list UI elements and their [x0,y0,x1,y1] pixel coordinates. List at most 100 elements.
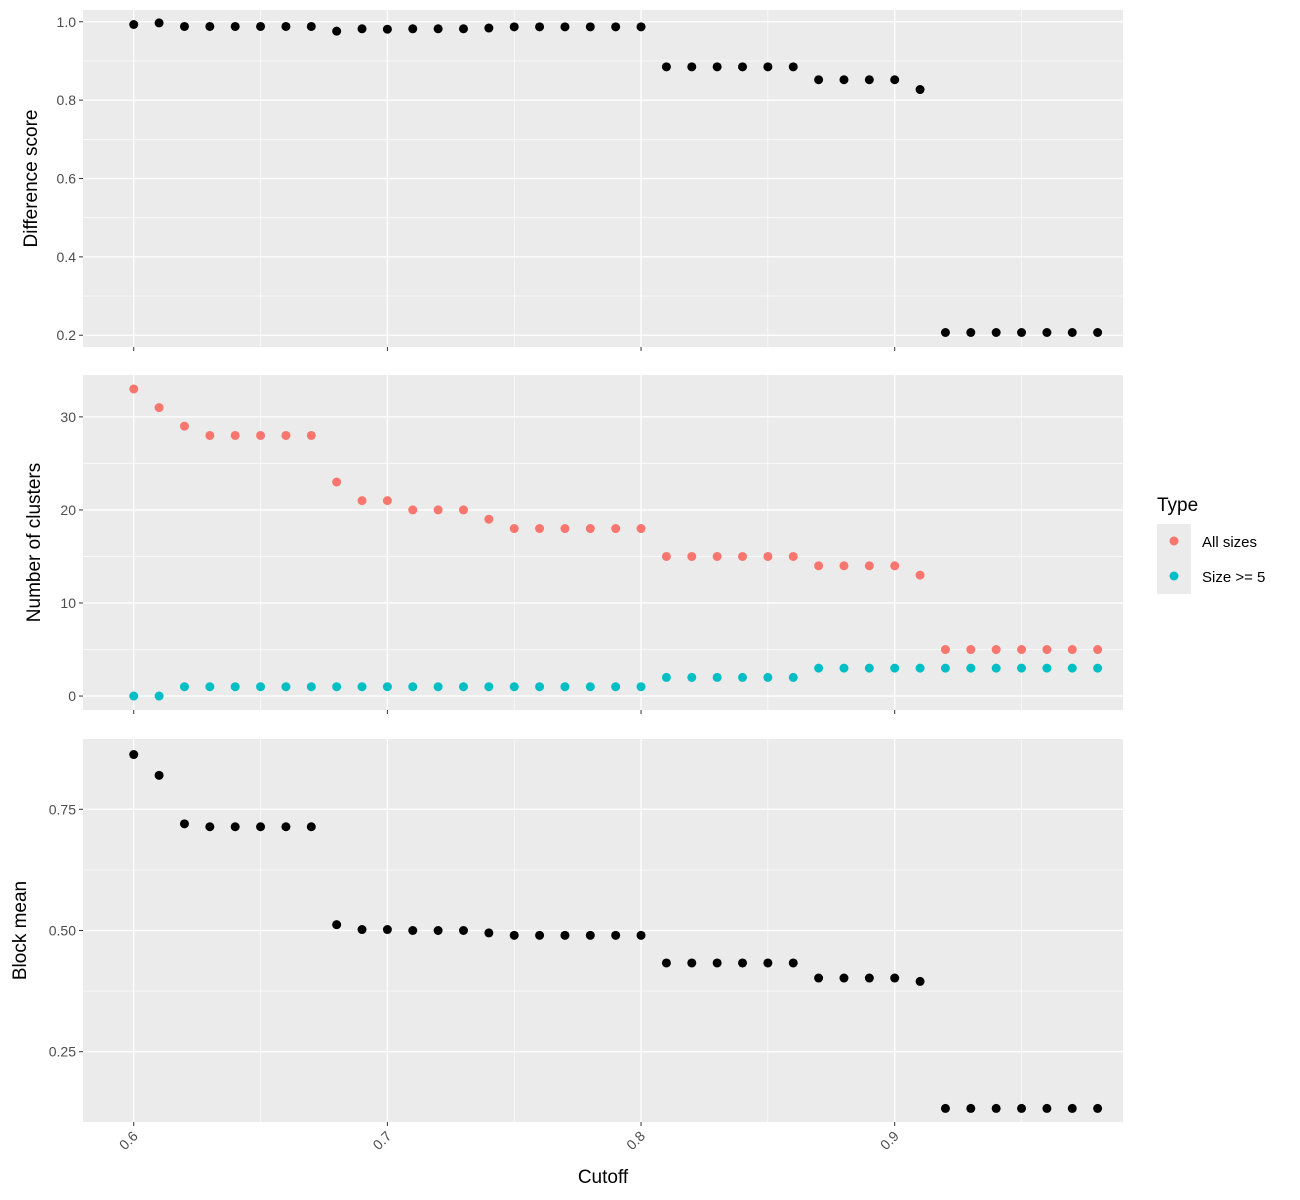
data-point [839,75,849,85]
data-point [585,22,595,32]
data-point [408,682,418,692]
legend-key-size-ge-5 [1169,571,1179,581]
data-point [433,24,443,34]
data-point [636,524,646,534]
data-point [763,551,773,561]
data-point [357,24,367,34]
y-tick-label: 20 [60,502,76,518]
data-point [687,62,697,72]
data-point [763,672,773,682]
data-point [864,973,874,983]
data-point [332,477,342,487]
x-tick-label: 0.7 [369,1128,394,1153]
data-point [864,663,874,673]
legend-title: Type [1157,495,1198,516]
data-point [611,22,621,32]
data-point [763,958,773,968]
data-point [332,682,342,692]
data-point [1093,328,1103,338]
panel-number-of-clusters: 0 10 20 30 Number of clusters [24,375,1123,714]
data-point [230,21,240,31]
data-point [484,514,494,524]
data-point [306,822,316,832]
y-tick-label: 0.6 [57,171,77,187]
data-point [661,958,671,968]
data-point [129,384,139,394]
data-point [864,561,874,571]
data-point [205,430,215,440]
data-point [509,22,519,32]
data-point [712,551,722,561]
data-point [611,682,621,692]
data-point [1067,328,1077,338]
data-point [154,403,164,413]
data-point [306,682,316,692]
data-point [966,1103,976,1113]
y-tick-label: 1.0 [57,14,77,30]
data-point [661,62,671,72]
data-point [458,24,468,34]
panels: 0.2 0.4 0.6 0.8 1.0 Difference score 0 10 20 30 Nu… [10,10,1123,1126]
data-point [915,570,925,580]
data-point [788,958,798,968]
data-point [712,62,722,72]
data-point [1042,1103,1052,1113]
data-point [890,663,900,673]
data-point [839,663,849,673]
panel-block-mean: 0.25 0.50 0.75 Block mean [10,739,1123,1126]
data-point [738,958,748,968]
data-point [306,430,316,440]
data-point [382,496,392,506]
data-point [585,930,595,940]
data-point [661,672,671,682]
y-tick-label: 0.2 [57,327,77,343]
data-point [1067,645,1077,655]
data-point [382,682,392,692]
legend-label-all-sizes: All sizes [1202,534,1257,551]
data-point [535,524,545,534]
data-point [205,682,215,692]
data-point [382,925,392,935]
data-point [1093,663,1103,673]
data-point [230,822,240,832]
data-point [839,561,849,571]
y-tick-label: 10 [60,595,76,611]
data-point [915,976,925,986]
panel-difference-score: 0.2 0.4 0.6 0.8 1.0 Difference score [21,10,1123,351]
y-axis-title-difference-score: Difference score [21,110,42,248]
data-point [509,930,519,940]
data-point [458,682,468,692]
data-point [179,21,189,31]
data-point [484,928,494,938]
data-point [230,682,240,692]
data-point [991,645,1001,655]
data-point [788,672,798,682]
data-point [814,75,824,85]
y-tick-label: 0 [68,688,76,704]
data-point [306,21,316,31]
data-point [915,85,925,95]
data-point [509,682,519,692]
data-point [484,23,494,33]
x-axis-title: Cutoff [578,1167,629,1188]
data-point [991,1103,1001,1113]
data-point [712,958,722,968]
data-point [915,663,925,673]
y-tick-label: 0.50 [49,923,76,939]
data-point [585,524,595,534]
data-point [1042,328,1052,338]
data-point [890,75,900,85]
data-point [382,24,392,34]
y-tick-label: 0.8 [57,92,77,108]
data-point [940,663,950,673]
data-point [484,682,494,692]
data-point [966,645,976,655]
data-point [560,930,570,940]
data-point [433,682,443,692]
data-point [458,505,468,515]
data-point [357,496,367,506]
data-point [1067,663,1077,673]
data-point [1093,645,1103,655]
data-point [991,328,1001,338]
legend: Type All sizes Size >= 5 [1157,495,1265,594]
